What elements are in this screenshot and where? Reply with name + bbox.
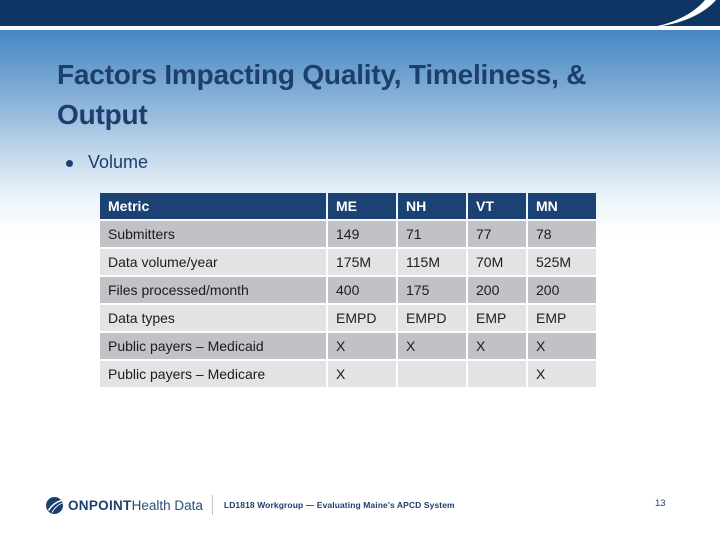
footer-divider <box>211 495 213 515</box>
page-number: 13 <box>655 498 666 509</box>
value-cell: 77 <box>468 221 526 247</box>
value-cell: X <box>528 361 596 387</box>
header-me: ME <box>328 193 396 219</box>
header-metric: Metric <box>100 193 326 219</box>
value-cell: X <box>528 333 596 359</box>
slide-title: Factors Impacting Quality, Timeliness, &… <box>57 59 587 130</box>
footer-caption: LD1818 Workgroup — Evaluating Maine's AP… <box>223 500 455 510</box>
value-cell: EMPD <box>398 305 466 331</box>
top-navy-band <box>0 0 720 28</box>
value-cell: 175 <box>398 277 466 303</box>
value-cell: X <box>328 361 396 387</box>
value-cell: 525M <box>528 249 596 275</box>
header-nh: NH <box>398 193 466 219</box>
value-cell: 115M <box>398 249 466 275</box>
table-row: Data volume/year 175M 115M 70M 525M <box>100 249 596 275</box>
onpoint-logo-icon <box>46 496 63 514</box>
value-cell: X <box>398 333 466 359</box>
header-vt: VT <box>468 193 526 219</box>
table-row: Files processed/month 400 175 200 200 <box>100 277 596 303</box>
value-cell: 400 <box>328 277 396 303</box>
value-cell: 200 <box>528 277 596 303</box>
value-cell: EMP <box>468 305 526 331</box>
table-header-row: Metric ME NH VT MN <box>100 193 596 219</box>
value-cell: X <box>328 333 396 359</box>
bullet-item-volume: Volume <box>66 152 148 173</box>
table-row: Submitters 149 71 77 78 <box>100 221 596 247</box>
bullet-label: Volume <box>88 152 149 172</box>
metric-cell: Submitters <box>100 221 326 247</box>
value-cell: 70M <box>468 249 526 275</box>
metric-cell: Files processed/month <box>100 277 326 303</box>
value-cell: EMPD <box>328 305 396 331</box>
value-cell: 175M <box>328 249 396 275</box>
metric-cell: Public payers – Medicaid <box>100 333 326 359</box>
bullet-icon <box>66 160 73 167</box>
onpoint-logo-text: ONPOINTHealth Data <box>68 498 203 513</box>
logo-secondary: Health Data <box>131 497 203 513</box>
table-row: Data types EMPD EMPD EMP EMP <box>100 305 596 331</box>
value-cell: 71 <box>398 221 466 247</box>
value-cell: EMP <box>528 305 596 331</box>
value-cell: 78 <box>528 221 596 247</box>
swoosh-decoration <box>645 0 716 28</box>
metric-cell: Data volume/year <box>100 249 326 275</box>
value-cell: X <box>468 333 526 359</box>
value-cell: 200 <box>468 277 526 303</box>
value-cell: 149 <box>328 221 396 247</box>
header-mn: MN <box>528 193 596 219</box>
value-cell <box>468 361 526 387</box>
metric-cell: Public payers – Medicare <box>100 361 326 387</box>
table-row: Public payers – Medicare X X <box>100 361 596 387</box>
metric-cell: Data types <box>100 305 326 331</box>
metrics-table: Metric ME NH VT MN Submitters 149 71 77 … <box>98 191 598 389</box>
value-cell <box>398 361 466 387</box>
table-row: Public payers – Medicaid X X X X <box>100 333 596 359</box>
footer: ONPOINTHealth Data LD1818 Workgroup — Ev… <box>46 494 455 516</box>
logo-primary: ONPOINT <box>68 497 132 513</box>
